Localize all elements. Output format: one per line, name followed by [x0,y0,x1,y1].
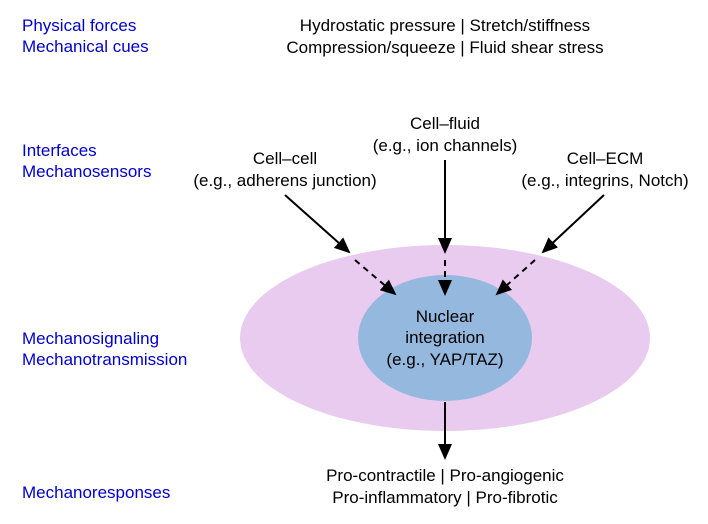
text-line: Cell–cell [253,149,317,168]
layer-label-interfaces: Interfaces Mechanosensors [22,140,151,183]
forces-content: Hydrostatic pressure | Stretch/stiffness… [260,15,630,59]
sensor-left: Cell–cell (e.g., adherens junction) [185,148,385,192]
layer-label-responses: Mechanoresponses [22,482,170,503]
text-line: (e.g., YAP/TAZ) [386,350,503,369]
nucleus-ellipse: Nuclear integration (e.g., YAP/TAZ) [358,275,532,401]
text-line: (e.g., adherens junction) [193,171,376,190]
text-line: Cell–fluid [410,114,480,133]
text-line: Cell–ECM [567,149,644,168]
arrow-solid-left [285,195,349,252]
text-line: Compression/squeeze | Fluid shear stress [286,38,603,57]
text-line: Pro-inflammatory | Pro-fibrotic [332,488,557,507]
responses-content: Pro-contractile | Pro-angiogenic Pro-inf… [275,465,615,509]
label-text: Mechanotransmission [22,350,187,369]
arrow-solid-right [543,195,604,252]
text-line: integration [405,328,484,347]
text-line: Pro-contractile | Pro-angiogenic [326,466,564,485]
text-line: Nuclear [416,307,475,326]
label-text: Mechanoresponses [22,483,170,502]
text-line: (e.g., ion channels) [373,136,518,155]
label-text: Physical forces [22,16,136,35]
label-text: Mechanosignaling [22,329,159,348]
nucleus-content: Nuclear integration (e.g., YAP/TAZ) [386,306,503,370]
layer-label-forces: Physical forces Mechanical cues [22,15,149,58]
layer-label-signaling: Mechanosignaling Mechanotransmission [22,328,187,371]
text-line: (e.g., integrins, Notch) [521,171,688,190]
sensor-mid: Cell–fluid (e.g., ion channels) [370,113,520,157]
sensor-right: Cell–ECM (e.g., integrins, Notch) [510,148,700,192]
label-text: Interfaces [22,141,97,160]
label-text: Mechanosensors [22,162,151,181]
text-line: Hydrostatic pressure | Stretch/stiffness [300,16,590,35]
label-text: Mechanical cues [22,37,149,56]
